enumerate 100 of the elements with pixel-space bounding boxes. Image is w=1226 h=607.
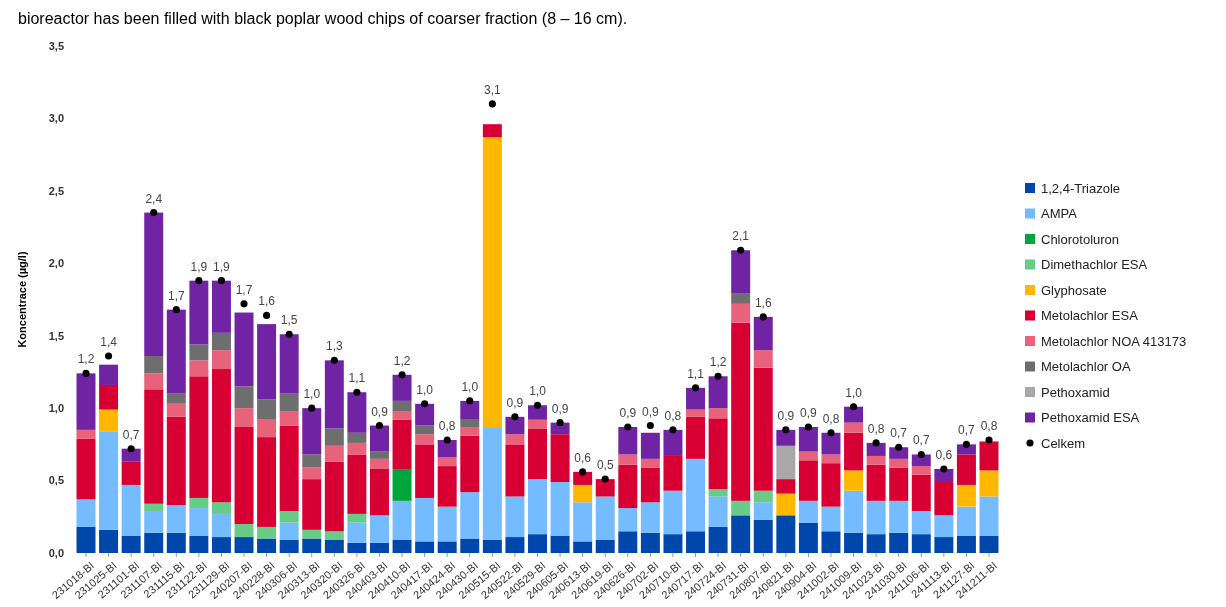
bar [166, 505, 186, 533]
bar [437, 541, 457, 553]
bar [979, 496, 999, 536]
bar [528, 479, 547, 535]
point [624, 423, 632, 431]
bar [144, 510, 164, 533]
point [150, 209, 158, 217]
point [82, 369, 90, 377]
bar [302, 467, 322, 480]
data-label: 0,9 [371, 404, 389, 419]
bar [392, 500, 412, 540]
bar [505, 434, 525, 445]
bar [415, 434, 435, 445]
point [172, 306, 180, 314]
legend-label: 1,2,4-Triazole [1041, 180, 1120, 196]
bar [76, 499, 96, 527]
legend-label: Pethoxamid [1041, 384, 1110, 400]
bar [234, 524, 254, 538]
bar [279, 522, 299, 540]
bar [911, 466, 931, 475]
bar [211, 332, 231, 351]
point [263, 311, 271, 319]
bar [144, 389, 164, 504]
y-tick-label: 2,0 [48, 257, 64, 270]
bar [279, 425, 299, 511]
bar [369, 451, 389, 459]
bar [731, 322, 751, 501]
bar [324, 539, 344, 553]
point [421, 400, 429, 408]
point [601, 475, 609, 483]
point [217, 277, 226, 285]
bar [144, 212, 164, 356]
bar [505, 496, 525, 538]
point [804, 423, 812, 431]
bar [324, 531, 344, 540]
bar [911, 534, 931, 553]
bar [798, 522, 818, 553]
bar [392, 374, 412, 401]
y-tick-label: 0,5 [48, 474, 64, 487]
bar [798, 451, 818, 461]
bar [189, 535, 209, 553]
point [714, 372, 722, 380]
point [759, 313, 767, 321]
data-label: 0,9 [506, 395, 524, 410]
legend-label: Dimethachlor ESA [1041, 257, 1148, 273]
bar [753, 519, 773, 553]
bar [731, 500, 751, 516]
data-label: 0,7 [958, 423, 976, 438]
bar [889, 500, 909, 533]
bar [324, 445, 344, 462]
bar [979, 470, 999, 497]
bar [369, 515, 389, 543]
bar [595, 496, 615, 540]
bar [708, 496, 728, 527]
bar [369, 425, 389, 452]
data-label: 1,7 [167, 288, 185, 303]
bar [302, 538, 322, 553]
data-label: 0,6 [935, 447, 953, 462]
bar [686, 458, 706, 532]
data-label: 0,8 [822, 411, 840, 426]
bar [979, 441, 999, 471]
bar [618, 508, 638, 532]
bar [279, 510, 299, 523]
bar [211, 513, 231, 538]
bar [528, 405, 547, 420]
bar [708, 526, 728, 553]
bar [257, 538, 277, 553]
bar [956, 484, 976, 507]
bar [369, 542, 389, 553]
bar [347, 454, 367, 514]
data-label: 0,7 [122, 427, 140, 442]
data-label: 1,2 [393, 353, 411, 368]
bar [324, 360, 344, 429]
y-tick-label: 0,0 [48, 546, 64, 559]
bar [257, 324, 277, 400]
bar [460, 435, 480, 493]
bar [776, 429, 796, 446]
bar [460, 419, 480, 427]
data-label: 1,5 [280, 313, 298, 328]
bar [550, 535, 570, 553]
bar [821, 454, 841, 464]
legend-label: Metolachlor OA [1041, 359, 1131, 375]
bar [211, 369, 231, 503]
data-label: 1,6 [754, 295, 772, 310]
bar [415, 497, 435, 542]
legend-label: Celkem [1041, 435, 1086, 451]
data-label: 0,9 [551, 401, 569, 416]
bar [934, 468, 954, 483]
point [330, 356, 338, 364]
bar [302, 479, 322, 530]
bar [573, 502, 593, 542]
bar [347, 392, 367, 433]
bar [889, 532, 909, 553]
data-label: 0,8 [664, 408, 682, 423]
bar [211, 350, 231, 370]
data-label: 1,4 [100, 334, 118, 349]
bar [211, 537, 231, 553]
bar [76, 429, 96, 439]
bar [76, 526, 96, 553]
point [195, 277, 203, 285]
